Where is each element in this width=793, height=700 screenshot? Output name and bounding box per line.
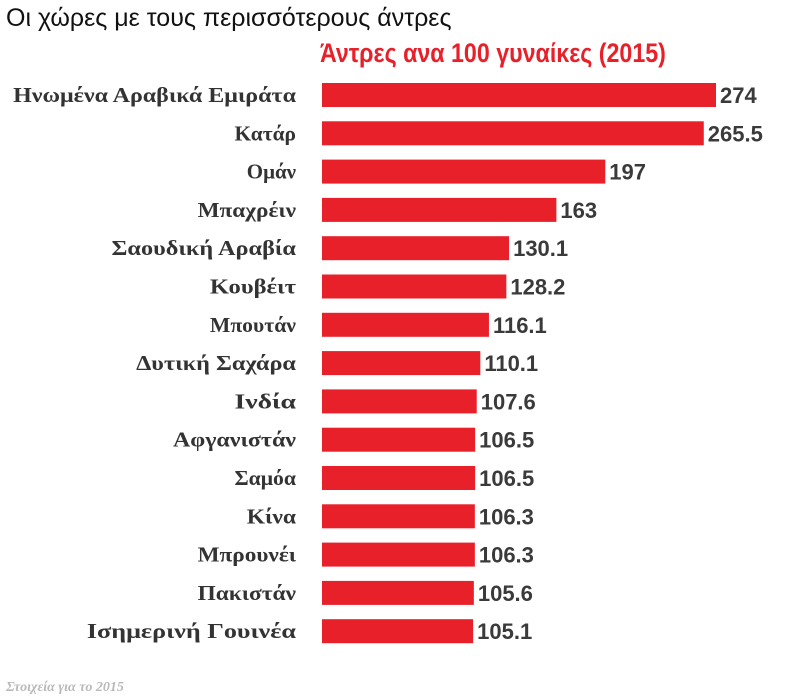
value-label: 106.3 (479, 504, 534, 529)
bar (322, 389, 477, 414)
value-label: 128.2 (510, 275, 565, 300)
category-label: Μπουτάν (210, 313, 297, 337)
value-label: 105.6 (478, 581, 533, 606)
value-label: 106.3 (479, 543, 534, 568)
bar (322, 274, 507, 299)
value-label: 106.5 (479, 466, 534, 491)
bar-chart: Ηνωμένα Αραβικά Εμιράτα 274 Κατάρ 265.5 Ομάν… (13, 83, 763, 644)
value-label: 107.6 (481, 389, 536, 414)
bars-group: Ηνωμένα Αραβικά Εμιράτα 274 Κατάρ 265.5 Ομάν… (13, 83, 763, 644)
category-label: Ηνωμένα Αραβικά Εμιράτα (13, 83, 296, 107)
value-label: 110.1 (484, 351, 538, 376)
value-label: 105.1 (477, 619, 532, 644)
bar (322, 466, 476, 490)
chart-title: Οι χώρες με τους περισσότερους άντρες (6, 4, 452, 32)
bar (322, 580, 474, 605)
category-label: Ινδία (235, 389, 297, 413)
bar (322, 542, 475, 567)
value-label: 274 (720, 83, 757, 108)
category-label: Κουβέιτ (210, 275, 296, 299)
bar (322, 312, 489, 337)
category-label: Ομάν (247, 160, 297, 184)
value-label: 106.5 (479, 428, 534, 453)
category-label: Αφγανιστάν (173, 428, 297, 452)
bar (322, 159, 606, 184)
value-label: 116.1 (493, 313, 547, 338)
category-label: Κίνα (247, 504, 297, 528)
category-label: Σαμόα (235, 466, 297, 490)
value-label: 130.1 (513, 236, 568, 261)
category-label: Δυτική Σαχάρα (136, 351, 296, 375)
value-label: 265.5 (708, 121, 763, 146)
category-label: Πακιστάν (198, 581, 297, 605)
category-label: Κατάρ (235, 121, 297, 145)
bar (322, 197, 557, 222)
footnote: Στοιχεία για το 2015 (6, 680, 124, 695)
category-label: Σαουδική Αραβία (112, 236, 297, 260)
bar (322, 121, 704, 146)
category-label: Μπαχρέιν (198, 198, 297, 222)
chart-subtitle: Άντρες ανα 100 γυναίκες (2015) (320, 38, 666, 68)
value-label: 197 (609, 160, 646, 185)
bar (322, 504, 475, 529)
bar (322, 351, 481, 376)
category-label: Μπρουνέι (198, 543, 297, 567)
bar (322, 236, 510, 261)
bar (322, 83, 716, 107)
value-label: 163 (560, 198, 597, 223)
bar (322, 619, 474, 644)
category-label: Ισημερινή Γουινέα (87, 619, 296, 643)
bar (322, 427, 476, 452)
